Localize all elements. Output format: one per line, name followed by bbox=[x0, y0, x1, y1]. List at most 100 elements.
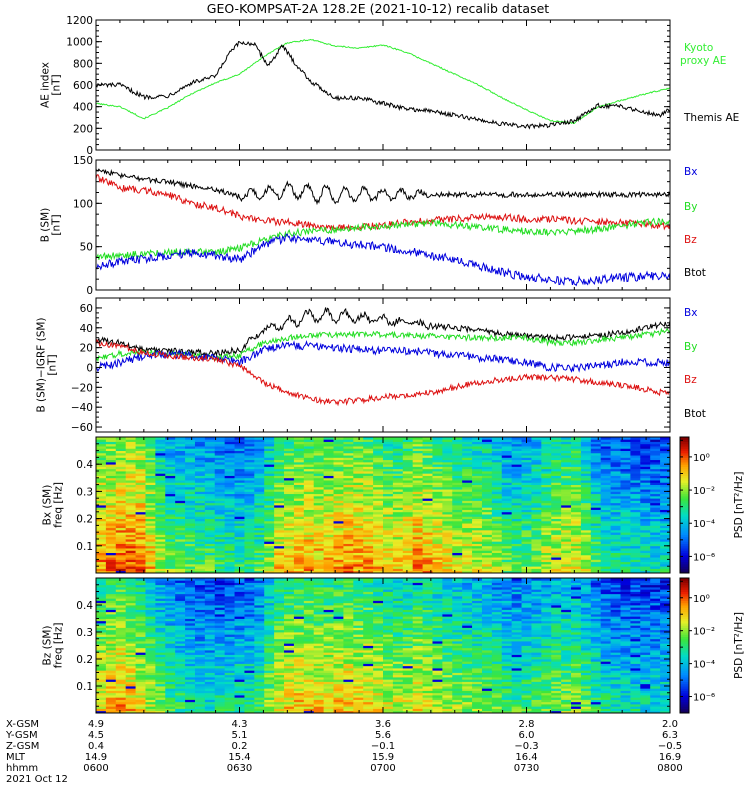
spectrogram-cell bbox=[244, 632, 255, 635]
spectrogram-cell bbox=[175, 545, 186, 549]
spectrogram-cell bbox=[373, 484, 384, 488]
spectrogram-cell bbox=[96, 493, 107, 497]
spectrogram-cell bbox=[472, 568, 483, 572]
spectrogram-cell bbox=[224, 602, 235, 606]
spectrogram-cell bbox=[165, 557, 176, 560]
spectrogram-cell bbox=[531, 500, 542, 504]
spectrogram-cell bbox=[392, 461, 404, 465]
spectrogram-cell bbox=[620, 509, 631, 513]
spectrogram-cell bbox=[293, 443, 305, 447]
spectrogram-cell bbox=[194, 437, 206, 440]
spectrogram-cell bbox=[194, 570, 206, 574]
spectrogram-cell bbox=[442, 532, 453, 535]
spectrogram-cell bbox=[155, 532, 166, 535]
colorbar-segment bbox=[680, 452, 689, 456]
y-tick-label: 400 bbox=[73, 102, 93, 114]
spectrogram-cell bbox=[442, 568, 453, 572]
spectrogram-cell bbox=[402, 477, 414, 481]
spectrogram-cell bbox=[264, 452, 275, 456]
spectrogram-cell bbox=[521, 523, 532, 526]
spectrogram-cell bbox=[323, 548, 334, 551]
spectrogram-cell bbox=[511, 495, 522, 499]
spectrogram-cell bbox=[96, 484, 107, 488]
spectrogram-cell bbox=[650, 507, 661, 510]
spectrogram-cell bbox=[531, 559, 542, 563]
spectrogram-cell bbox=[660, 484, 671, 488]
spectrogram-cell bbox=[224, 552, 235, 556]
spectrogram-cell bbox=[293, 446, 305, 449]
spectrogram-cell bbox=[462, 486, 473, 490]
spectrogram-cell bbox=[115, 587, 127, 590]
spectrogram-cell bbox=[491, 523, 503, 526]
spectrogram-cell bbox=[224, 459, 235, 463]
spectrogram-cell bbox=[501, 464, 513, 467]
spectrogram-cell bbox=[402, 493, 414, 497]
spectrogram-cell bbox=[650, 452, 661, 456]
spectrogram-cell bbox=[452, 525, 463, 529]
spectrogram-cell bbox=[491, 471, 503, 474]
spectrogram-cell bbox=[541, 527, 552, 531]
spectrogram-cell bbox=[452, 552, 463, 556]
spectrogram-cell bbox=[481, 559, 493, 563]
spectrogram-cell bbox=[204, 674, 216, 678]
spectrogram-cell bbox=[432, 502, 443, 506]
spectrogram-cell bbox=[521, 459, 532, 463]
spectrogram-cell bbox=[551, 441, 562, 445]
spectrogram-cell bbox=[145, 665, 156, 669]
spectrogram-cell bbox=[284, 482, 295, 485]
spectrogram-cell bbox=[254, 459, 265, 463]
spectrogram-cell bbox=[224, 457, 235, 461]
spectrogram-cell bbox=[501, 471, 513, 474]
spectrogram-cell bbox=[165, 620, 176, 624]
spectrogram-cell bbox=[442, 484, 453, 488]
y-axis-label-b-igrf-line: B (SM)−IGRF (SM) bbox=[36, 317, 48, 412]
spectrogram-cell bbox=[105, 471, 117, 474]
spectrogram-cell bbox=[531, 532, 542, 535]
colorbar-segment bbox=[680, 437, 689, 440]
spectrogram-cell bbox=[620, 511, 631, 515]
spectrogram-cell bbox=[293, 505, 305, 508]
spectrogram-cell bbox=[600, 441, 612, 445]
spectrogram-cell bbox=[462, 471, 473, 474]
spectrogram-cell bbox=[590, 471, 602, 474]
spectrogram-cell bbox=[561, 489, 572, 492]
spectrogram-cell bbox=[531, 554, 542, 558]
spectrogram-cell bbox=[511, 439, 522, 442]
spectrogram-cell bbox=[323, 464, 334, 467]
spectrogram-cell bbox=[452, 495, 463, 499]
spectrogram-cell bbox=[284, 541, 295, 544]
spectrogram-cell bbox=[284, 489, 295, 492]
spectrogram-cell bbox=[194, 706, 206, 709]
spectrogram-cell bbox=[561, 552, 572, 556]
spectrogram-cell bbox=[333, 439, 344, 442]
spectrogram-cell bbox=[640, 568, 651, 572]
spectrogram-cell bbox=[194, 507, 206, 510]
spectrogram-cell bbox=[274, 507, 285, 510]
spectrogram-cell bbox=[412, 482, 423, 485]
spectrogram-cell bbox=[402, 502, 414, 506]
spectrogram-cell bbox=[462, 554, 473, 558]
spectrogram-cell bbox=[561, 516, 572, 519]
spectrogram-cell bbox=[531, 495, 542, 499]
spectrogram-cell bbox=[630, 466, 641, 470]
spectrogram-cell bbox=[432, 452, 443, 456]
spectrogram-cell bbox=[105, 452, 117, 456]
spectrogram-cell bbox=[600, 534, 612, 538]
spectrogram-cell bbox=[284, 511, 295, 515]
spectrogram-cell bbox=[551, 477, 562, 481]
spectrogram-cell bbox=[531, 545, 542, 549]
spectrogram-cell bbox=[422, 523, 433, 526]
spectrogram-cell bbox=[610, 514, 621, 517]
spectrogram-cell bbox=[224, 455, 235, 458]
spectrogram-cell bbox=[244, 514, 255, 517]
spectrogram-cell bbox=[432, 443, 443, 447]
spectrogram-cell bbox=[214, 511, 226, 515]
spectrogram-cell bbox=[402, 541, 414, 544]
spectrogram-cell bbox=[541, 486, 552, 490]
spectrogram-cell bbox=[511, 452, 522, 456]
spectrogram-cell bbox=[194, 609, 206, 613]
spectrogram-cell bbox=[214, 489, 226, 492]
spectrogram-cell bbox=[462, 450, 473, 454]
spectrogram-cell bbox=[145, 545, 156, 549]
spectrogram-cell bbox=[323, 552, 334, 556]
